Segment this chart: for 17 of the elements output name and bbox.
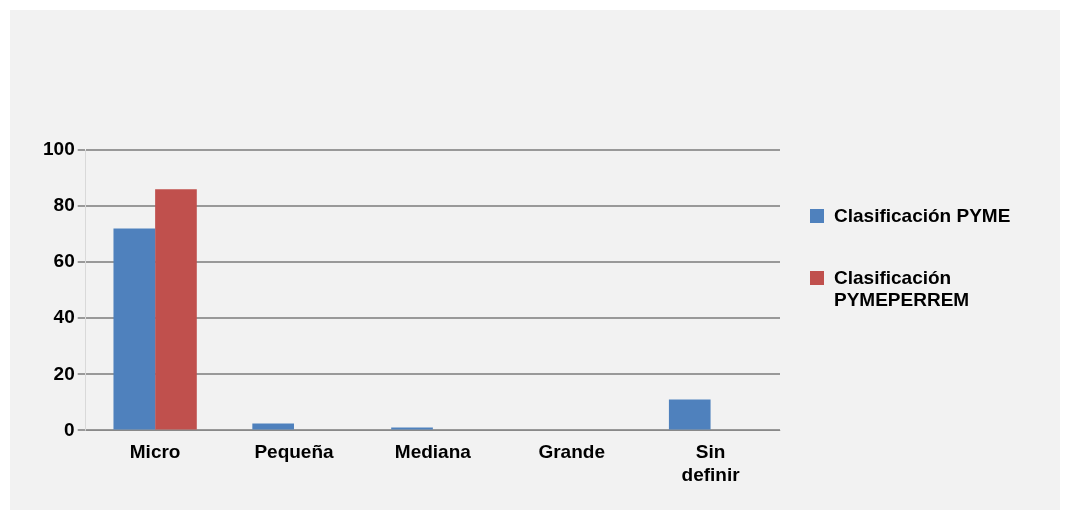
y-tick-label: 0	[64, 418, 75, 440]
legend-label: Clasificación PYME	[834, 205, 1011, 227]
y-tick-label: 20	[53, 362, 75, 384]
x-tick-label: Pequeña	[254, 441, 335, 463]
y-tick-label: 100	[43, 138, 75, 160]
x-tick-label: Mediana	[394, 441, 472, 463]
x-tick-label: Sin definir	[681, 441, 741, 485]
bar	[113, 228, 156, 430]
x-tick-label: Micro	[129, 441, 181, 463]
legend-label: Clasificación PYMEPERREM	[834, 267, 971, 311]
y-tick-label: 40	[53, 306, 75, 328]
x-tick-label: Grande	[538, 441, 605, 463]
bar	[668, 399, 711, 430]
bar	[155, 189, 197, 430]
y-tick-label: 60	[53, 250, 75, 272]
bar	[252, 423, 294, 430]
y-tick-label: 80	[53, 194, 75, 216]
